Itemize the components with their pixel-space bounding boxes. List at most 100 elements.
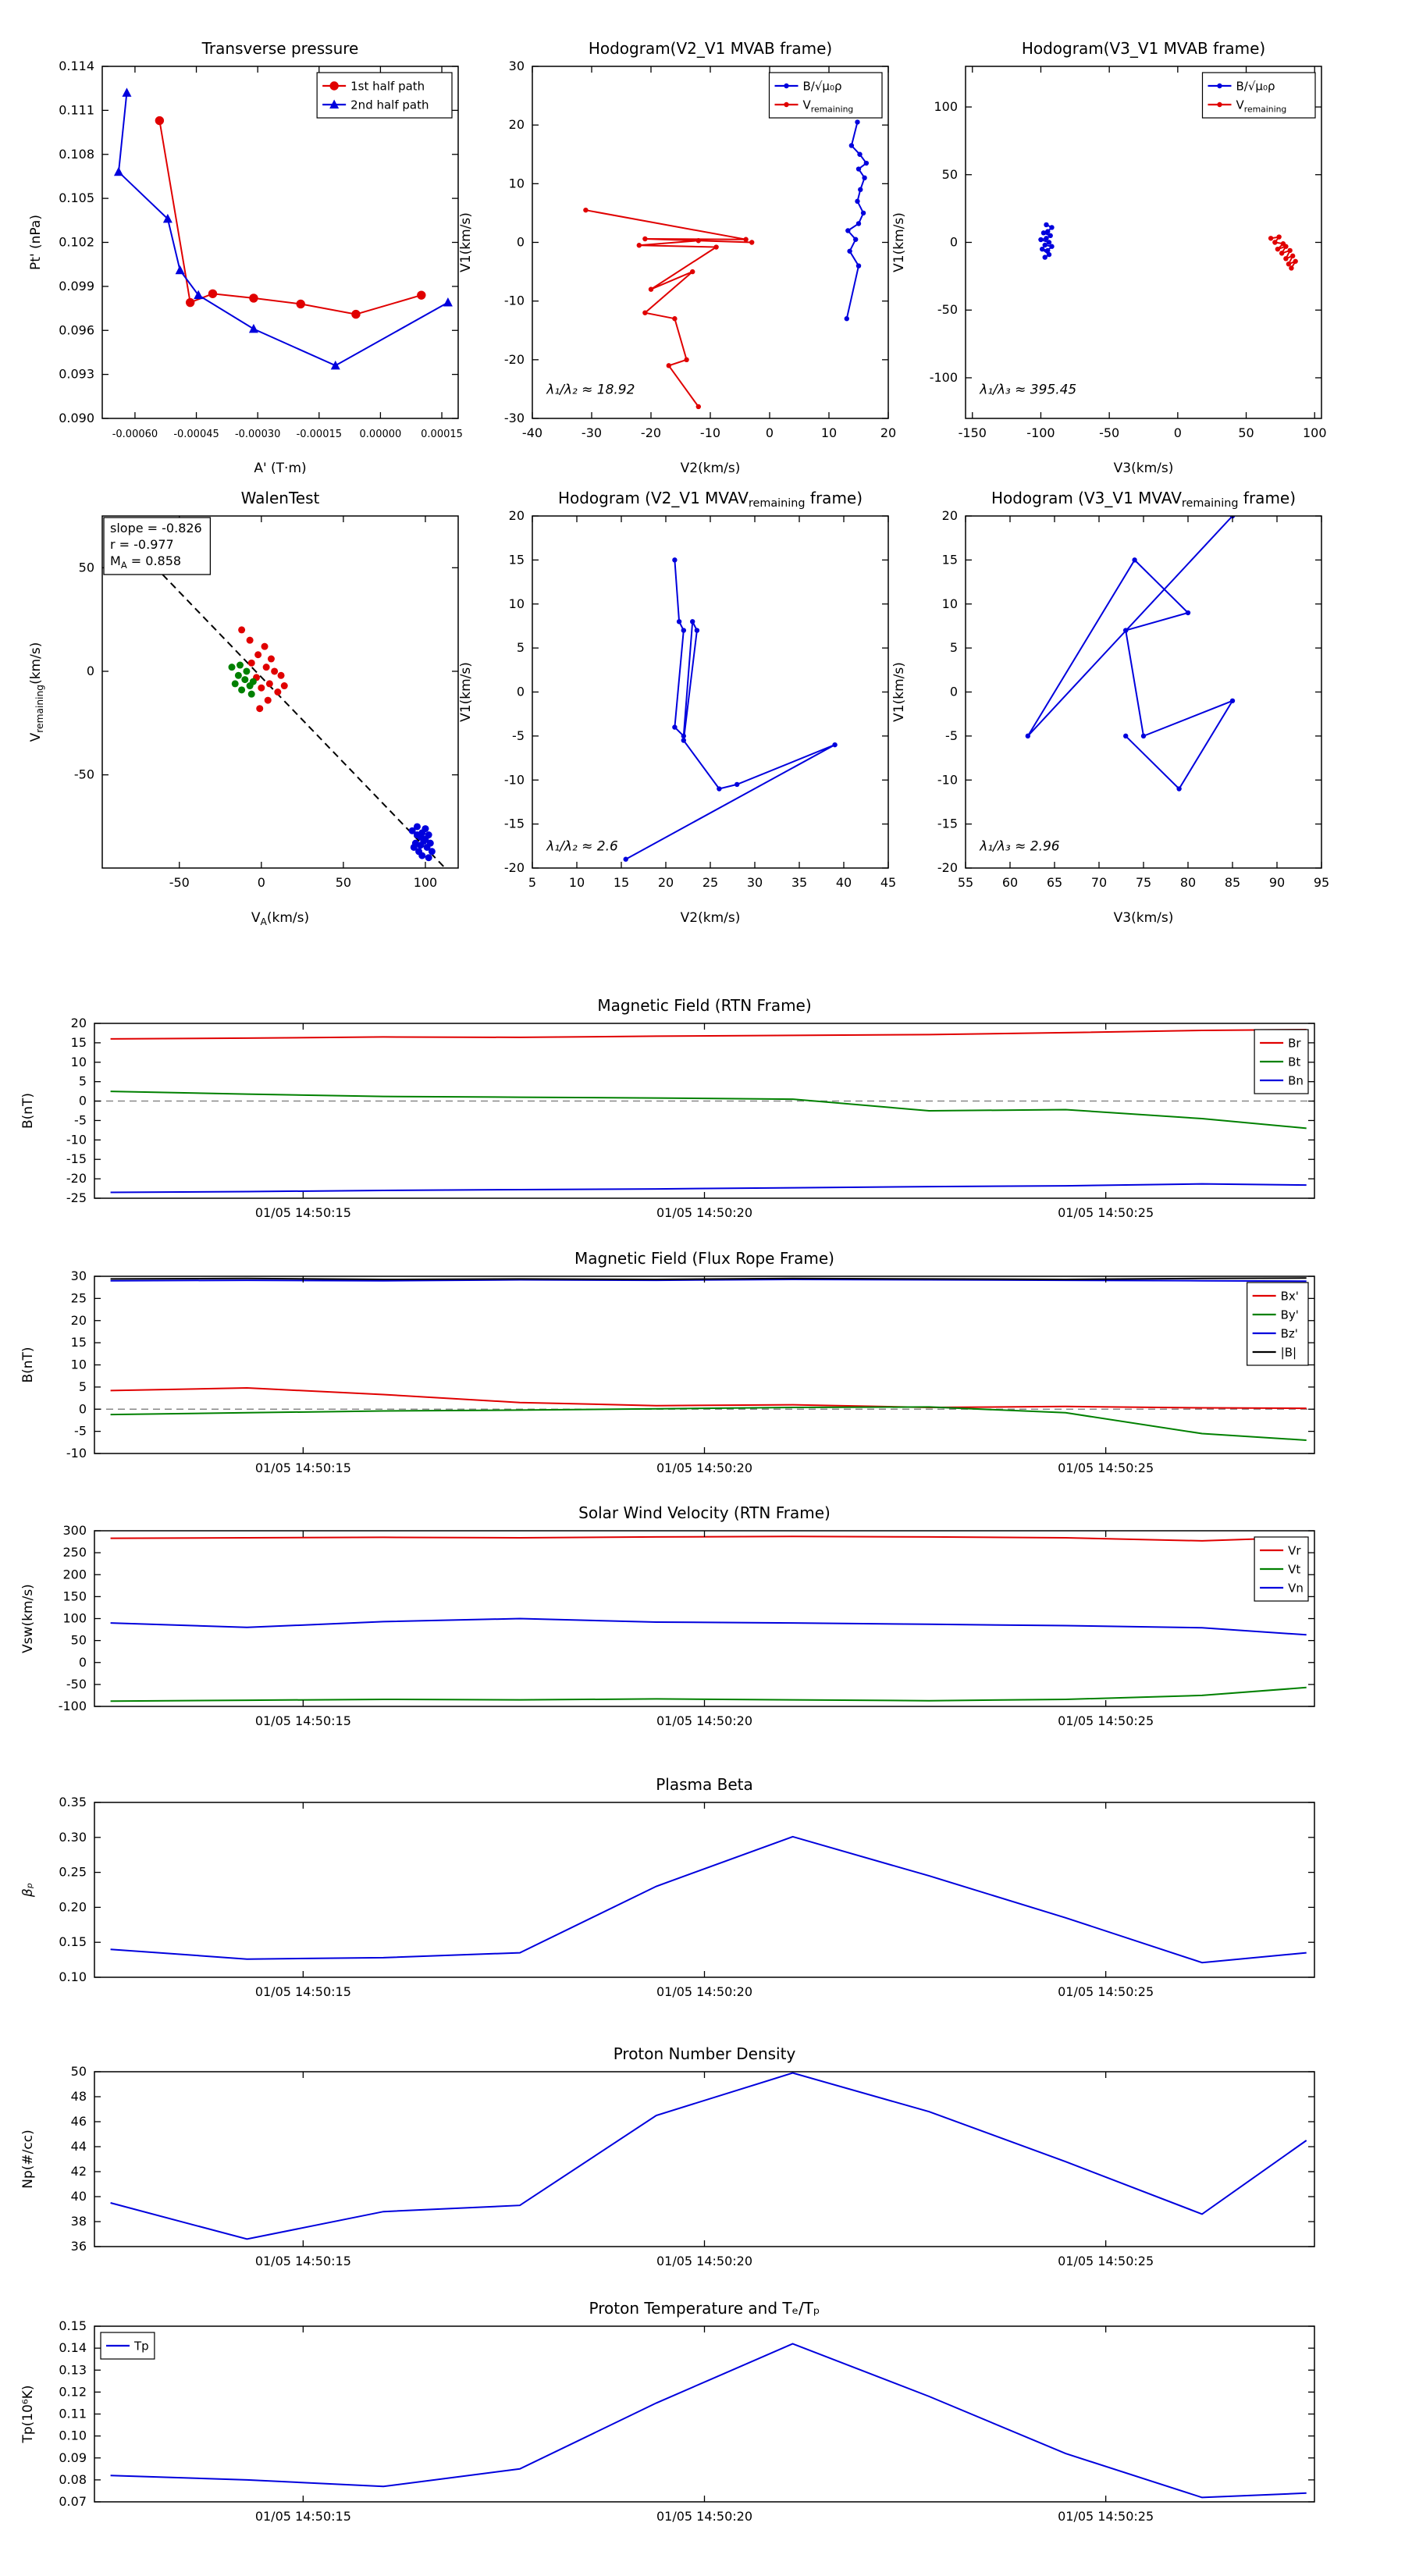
chart-hodogram-v2v1-mvab: -40 -30 -20 -10 0 10 20 -30 -20 -10 0 10 20 30 Hodogra… (435, 20, 904, 493)
y-tick-label: 46 (71, 2114, 87, 2129)
legend-label: 2nd half path (350, 98, 429, 112)
chart-hodogram-v2v1-mvav: 5 10 15 20 25 30 35 40 45 -20 -15 -10 -5 0 5 10 15 20 Hodo… (435, 469, 904, 942)
chart-magnetic-field-rtn: 01/05 14:50:15 01/05 14:50:20 01/05 14:50:… (5, 984, 1334, 1245)
y-tick-label: 36 (71, 2239, 87, 2254)
series-Tp (110, 2343, 1307, 2499)
x-axis-label: VA(km/s) (251, 910, 309, 927)
legend-label: 1st half path (350, 79, 425, 93)
x-tick-label: 01/05 14:50:25 (1058, 2254, 1154, 2268)
y-tick-label: 0.13 (59, 2362, 87, 2377)
y-tick-label: 0.25 (59, 1865, 87, 1880)
annotation: λ₁/λ₃ ≈ 2.96 (979, 838, 1060, 854)
y-tick-label: 15 (71, 1335, 87, 1350)
series-Vn (110, 1617, 1307, 1636)
x-tick-label: 01/05 14:50:25 (1058, 1713, 1154, 1728)
series-By' (110, 1406, 1307, 1441)
legend-label: By' (1281, 1308, 1299, 1322)
chart-proton-number-density: 01/05 14:50:15 01/05 14:50:20 01/05 14:50:… (5, 2033, 1334, 2293)
y-tick-label: 0.35 (59, 1795, 87, 1809)
chart-hodogram-v3v1-mvav: 55 60 65 70 75 80 85 90 95 -20 -15 -10 -5 0 5 10 15 20 Hod… (868, 469, 1337, 942)
y-tick-label: -10 (66, 1132, 87, 1147)
chart-title: Plasma Beta (656, 1775, 753, 1794)
chart-transverse-pressure: -0.00060 -0.00045 -0.00030 -0.00015 0.00000 0… (5, 20, 474, 493)
chart-title: Transverse pressure (201, 39, 359, 58)
y-tick-label: -5 (74, 1112, 87, 1127)
y-tick-label: -20 (937, 860, 958, 875)
y-tick-label: 100 (62, 1611, 87, 1626)
y-axis-label: Pt' (nPa) (28, 215, 44, 270)
y-tick-label: 0 (79, 1094, 87, 1108)
x-tick-label: 01/05 14:50:20 (656, 1205, 752, 1220)
x-tick-label: -150 (959, 425, 987, 440)
chart-svg: 55 60 65 70 75 80 85 90 95 -20 -15 -10 -5 0 5 10 15 20 Hod… (891, 489, 1329, 926)
y-tick-label: -50 (74, 767, 94, 782)
y-tick-label: -10 (937, 772, 958, 787)
legend-label: Vn (1288, 1581, 1304, 1595)
legend-label: B/√μ₀ρ (803, 79, 842, 93)
y-tick-label: 10 (509, 596, 525, 611)
y-tick-label: -20 (66, 1171, 87, 1186)
y-tick-label: -30 (504, 411, 525, 425)
y-tick-label: 5 (79, 1074, 87, 1089)
y-tick-label: 20 (509, 117, 525, 132)
y-tick-label: -50 (937, 302, 958, 317)
chart-title: Hodogram (V2_V1 MVAVremaining frame) (558, 489, 863, 510)
chart-title: Solar Wind Velocity (RTN Frame) (578, 1503, 831, 1522)
y-tick-label: -25 (66, 1190, 87, 1205)
series-Bz' (110, 1278, 1307, 1283)
x-tick-label: 80 (1180, 875, 1196, 890)
x-axis-label: V3(km/s) (1114, 461, 1174, 476)
chart-svg: 01/05 14:50:15 01/05 14:50:20 01/05 14:50:… (20, 996, 1315, 1220)
x-tick-label: 75 (1136, 875, 1151, 890)
y-tick-label: 5 (79, 1379, 87, 1394)
legend-label: B/√μ₀ρ (1236, 79, 1275, 93)
x-tick-label: -40 (522, 425, 542, 440)
chart-svg: -0.00060 -0.00045 -0.00030 -0.00015 0.00000 0… (28, 39, 463, 476)
y-tick-label: 15 (509, 552, 525, 567)
x-tick-label: 40 (836, 875, 852, 890)
y-tick-label: 0.090 (59, 411, 94, 425)
series-2nd half path (117, 92, 449, 367)
x-tick-label: 100 (1303, 425, 1327, 440)
y-tick-label: -15 (504, 817, 525, 831)
y-axis-label: V1(km/s) (458, 662, 474, 722)
chart-svg: 5 10 15 20 25 30 35 40 45 -20 -15 -10 -5 0 5 10 15 20 Hodo… (458, 489, 896, 926)
legend-box (1201, 72, 1316, 119)
y-tick-label: 0.108 (59, 147, 94, 162)
chart-title: WalenTest (241, 489, 320, 507)
y-tick-label: 10 (509, 176, 525, 190)
x-tick-label: 50 (1238, 425, 1254, 440)
y-tick-label: 15 (71, 1035, 87, 1050)
x-tick-label: 01/05 14:50:15 (255, 1205, 351, 1220)
chart-hodogram-v3v1-mvab: -150 -100 -50 0 50 100 -100 -50 0 50 100 Hodogram(V… (868, 20, 1337, 493)
y-tick-label: 0 (950, 235, 958, 250)
legend-label: Bn (1288, 1073, 1304, 1087)
y-tick-label: 0 (517, 685, 525, 699)
x-tick-label: 90 (1269, 875, 1285, 890)
plot-area (110, 2072, 1307, 2240)
y-tick-label: 0.20 (59, 1899, 87, 1914)
y-tick-label: 0 (950, 685, 958, 699)
y-tick-label: 10 (71, 1055, 87, 1069)
chart-title: Proton Temperature and Tₑ/Tₚ (589, 2299, 820, 2318)
y-tick-label: 25 (71, 1290, 87, 1305)
x-tick-label: -20 (641, 425, 661, 440)
y-tick-label: 0.099 (59, 279, 94, 294)
plot-area (110, 1277, 1307, 1441)
x-axis-label: V2(km/s) (681, 910, 741, 926)
legend-label: Vremaining (803, 98, 854, 114)
x-tick-label: 01/05 14:50:20 (656, 1713, 752, 1728)
plot-area (110, 1835, 1307, 1964)
annotation: λ₁/λ₂ ≈ 18.92 (546, 382, 635, 397)
chart-svg: 01/05 14:50:15 01/05 14:50:20 01/05 14:50:… (20, 2044, 1315, 2268)
x-tick-label: -10 (700, 425, 720, 440)
x-tick-label: 60 (1002, 875, 1018, 890)
y-axis-label: Vsw(km/s) (20, 1584, 36, 1653)
y-tick-label: 0.09 (59, 2450, 87, 2465)
chart-title: Hodogram(V3_V1 MVAB frame) (1022, 39, 1265, 58)
x-tick-label: 55 (958, 875, 973, 890)
legend-label: |B| (1281, 1345, 1297, 1359)
legend-label: Br (1288, 1036, 1301, 1050)
y-tick-label: 300 (62, 1523, 87, 1538)
y-tick-label: 0.15 (59, 2318, 87, 2333)
